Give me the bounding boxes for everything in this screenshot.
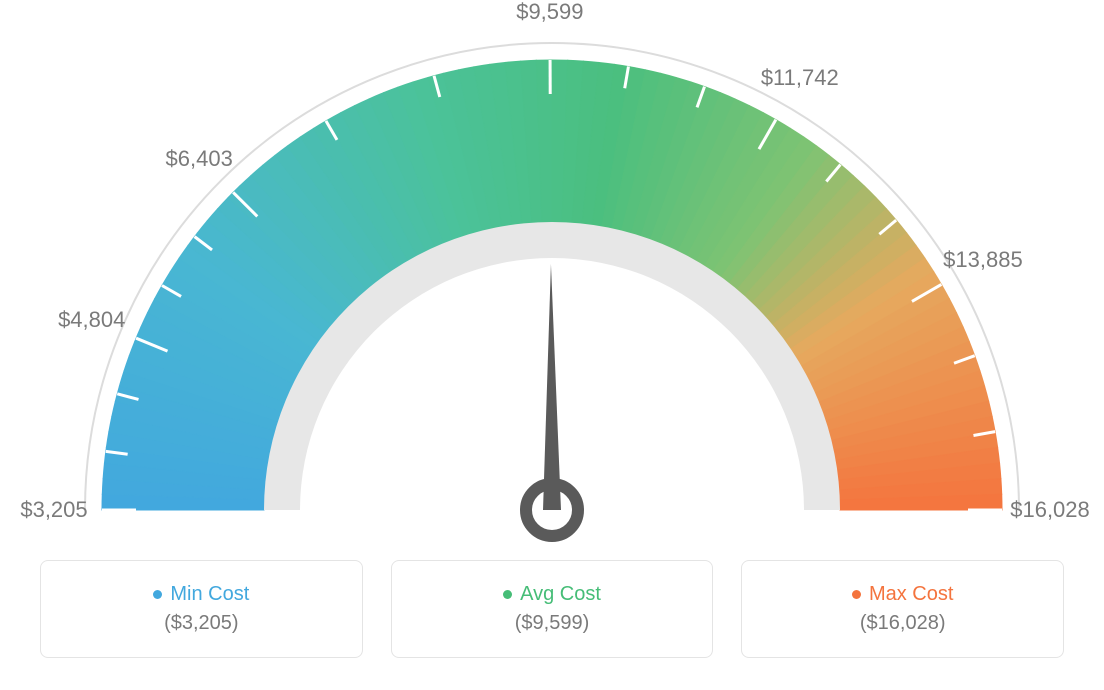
avg-cost-label: Avg Cost <box>520 583 601 606</box>
avg-cost-dot-icon <box>503 590 512 599</box>
max-cost-card: Max Cost ($16,028) <box>741 560 1064 658</box>
gauge-tick-label: $6,403 <box>166 146 233 172</box>
max-cost-dot-icon <box>852 590 861 599</box>
gauge-chart: $3,205 $4,804 $6,403 $9,599 $11,742 $13,885 $1… <box>0 0 1104 560</box>
min-cost-value: ($3,205) <box>164 612 239 635</box>
gauge-tick-label: $16,028 <box>1010 497 1090 523</box>
min-cost-label: Min Cost <box>170 583 249 606</box>
gauge-svg <box>0 0 1104 560</box>
max-cost-label: Max Cost <box>869 583 953 606</box>
gauge-tick-label: $4,804 <box>58 307 125 333</box>
gauge-tick-label: $3,205 <box>20 497 87 523</box>
min-cost-card: Min Cost ($3,205) <box>40 560 363 658</box>
gauge-tick-label: $9,599 <box>516 0 583 25</box>
min-cost-dot-icon <box>153 590 162 599</box>
gauge-tick-label: $11,742 <box>761 65 839 91</box>
summary-cards: Min Cost ($3,205) Avg Cost ($9,599) Max … <box>0 560 1104 658</box>
max-cost-value: ($16,028) <box>860 612 946 635</box>
avg-cost-value: ($9,599) <box>515 612 590 635</box>
avg-cost-card: Avg Cost ($9,599) <box>391 560 714 658</box>
gauge-tick-label: $13,885 <box>943 247 1023 273</box>
avg-cost-header: Avg Cost <box>503 583 601 606</box>
max-cost-header: Max Cost <box>852 583 953 606</box>
min-cost-header: Min Cost <box>153 583 249 606</box>
